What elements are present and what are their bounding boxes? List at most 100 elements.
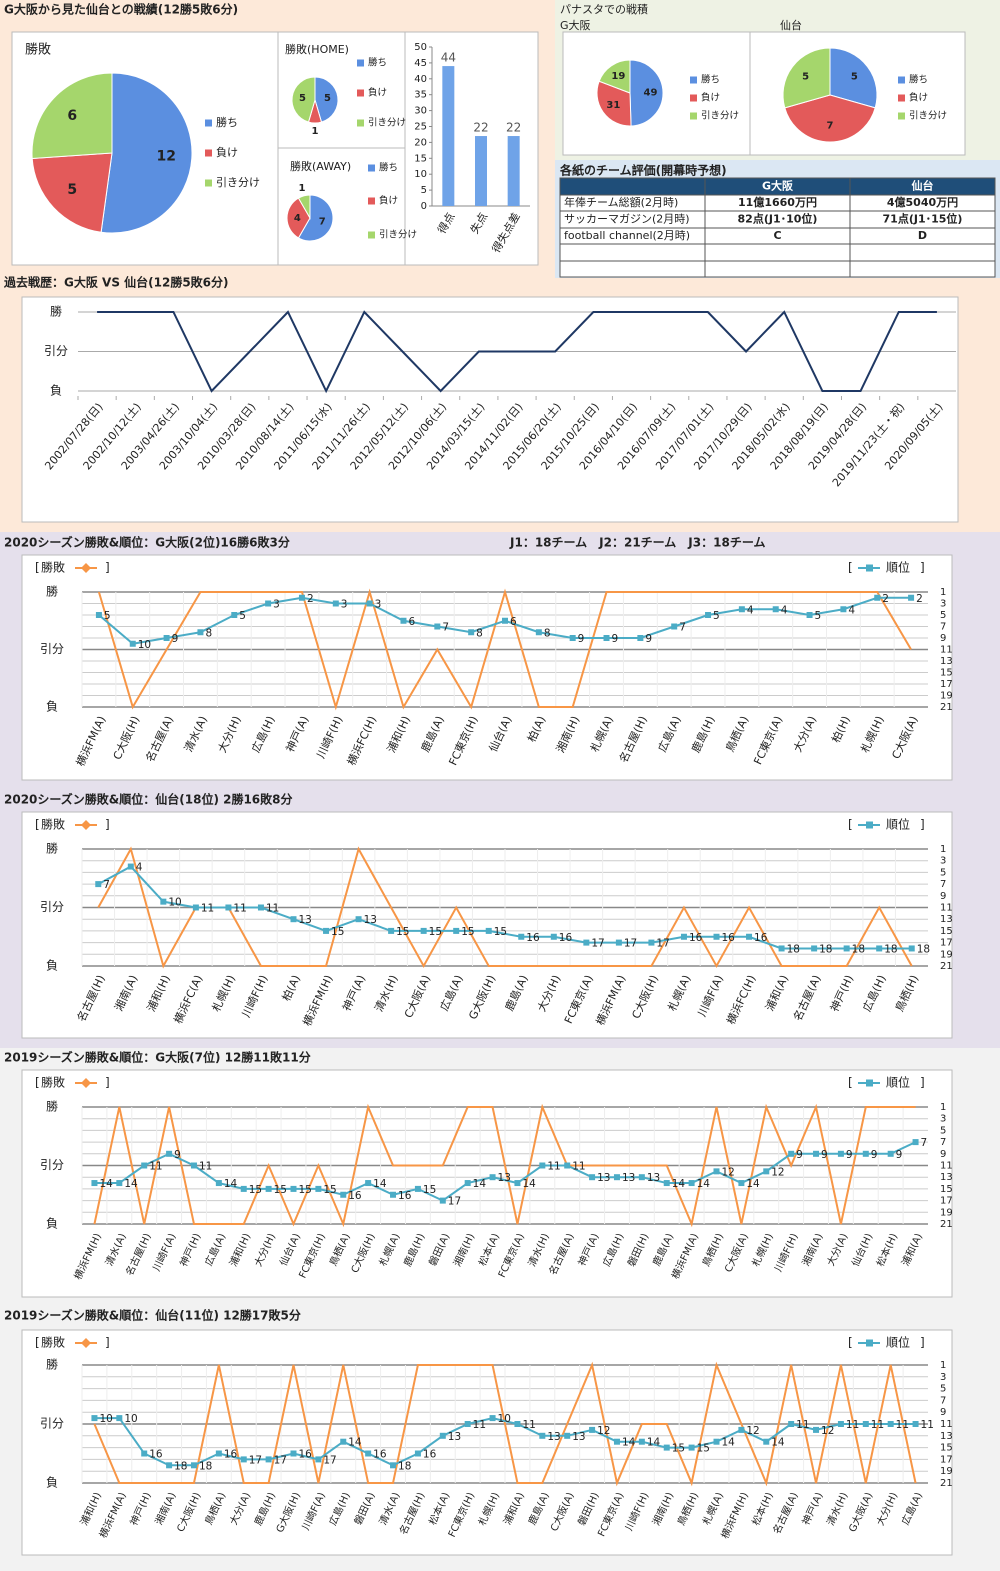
pie-label: 5 <box>299 93 306 104</box>
y2-tick-label: 5 <box>940 867 946 878</box>
y-tick-label: 勝 <box>46 1099 58 1114</box>
legend-label: 勝ち <box>216 115 238 129</box>
rank-label: 9 <box>896 1149 903 1161</box>
pie-label: 1 <box>312 126 319 137</box>
rank-marker <box>603 635 610 641</box>
rank-label: 15 <box>494 926 507 938</box>
rank-label: 13 <box>448 1431 461 1443</box>
legend-bracket: [ <box>35 1076 40 1090</box>
rank-label: 11 <box>473 1419 486 1431</box>
rank-label: 18 <box>174 1460 187 1472</box>
rank-marker <box>231 612 238 618</box>
pie-label: 5 <box>851 72 858 83</box>
rank-label: 9 <box>796 1149 803 1161</box>
rank-label: 11 <box>201 903 214 915</box>
y2-tick-label: 17 <box>940 1196 953 1207</box>
rank-label: 7 <box>679 622 686 634</box>
y2-tick-label: 9 <box>940 1407 946 1418</box>
rank-label: 12 <box>722 1166 735 1178</box>
rank-label: 12 <box>771 1166 784 1178</box>
rank-label: 18 <box>398 1460 411 1472</box>
rank-label: 18 <box>787 943 800 955</box>
legend-swatch <box>368 231 375 239</box>
rank-marker <box>705 612 712 618</box>
rank-marker <box>763 1168 770 1175</box>
rank-marker <box>390 1462 397 1469</box>
legend-label: 負け <box>909 92 928 104</box>
pie-slice <box>286 197 311 239</box>
table-text: 11億1660万円 <box>738 195 817 209</box>
rank-label: 15 <box>697 1443 710 1455</box>
rank-label: 14 <box>224 1178 238 1190</box>
rank-label: 14 <box>672 1178 686 1190</box>
rank-marker <box>225 904 232 911</box>
rank-label: 6 <box>510 616 517 628</box>
y2-tick-label: 19 <box>940 1466 953 1477</box>
rank-marker <box>663 1180 670 1187</box>
chart-title: 2020シーズン勝敗&順位：G大阪(2位)16勝6敗3分 <box>4 535 290 550</box>
rank-marker <box>485 927 492 934</box>
rank-marker <box>564 1432 571 1439</box>
legend-label: 引き分け <box>701 111 739 122</box>
rank-label: 16 <box>299 1449 313 1461</box>
y2-tick-label: 5 <box>940 1384 946 1395</box>
rank-marker <box>365 1180 372 1187</box>
y2-tick-label: 3 <box>940 856 946 867</box>
pie-label: 5 <box>67 182 77 198</box>
legend-swatch <box>898 112 905 120</box>
y2-tick-label: 11 <box>940 903 953 914</box>
rank-label: 10 <box>498 1413 511 1425</box>
bar-label: 22 <box>473 121 488 135</box>
legend-bracket: [ <box>848 818 853 832</box>
pie-label: 7 <box>827 121 834 132</box>
record-title: G大阪から見た仙台との戦績(12勝5敗6分) <box>4 2 238 17</box>
y2-tick-label: 17 <box>940 679 953 690</box>
rank-label: 18 <box>852 943 865 955</box>
y2-tick-label: 13 <box>940 656 953 667</box>
series-line <box>97 865 912 950</box>
rank-label: 7 <box>442 622 449 634</box>
rank-marker <box>908 594 915 601</box>
table-text: C <box>773 229 781 242</box>
pie-title: 勝敗 <box>25 43 51 58</box>
legend-bracket: [ <box>35 1336 40 1350</box>
table-text: football channel(2月時) <box>564 229 690 242</box>
y2-tick-label: 7 <box>940 879 946 890</box>
pie-slice <box>829 47 878 109</box>
table-cell <box>849 260 996 278</box>
rank-marker <box>613 1174 620 1181</box>
rank-label: 16 <box>398 1190 412 1202</box>
rank-marker <box>265 1185 272 1192</box>
rank-label: 15 <box>429 926 442 938</box>
rank-label: 5 <box>713 610 720 622</box>
legend-label: 勝ち <box>701 74 720 86</box>
y2-tick-label: 11 <box>940 1161 953 1172</box>
legend-swatch <box>368 164 375 172</box>
legend-bracket: ] <box>105 561 110 575</box>
legend-marker <box>81 1078 91 1088</box>
rank-label: 11 <box>199 1161 212 1173</box>
rank-label: 11 <box>522 1419 535 1431</box>
rank-marker <box>116 1180 123 1187</box>
rank-label: 4 <box>848 604 855 616</box>
rank-label: 14 <box>647 1437 661 1449</box>
pie-label: 49 <box>643 88 657 99</box>
legend-label: 順位 <box>886 1335 910 1350</box>
rank-marker <box>840 606 847 613</box>
y-tick-label: 負 <box>46 1476 58 1490</box>
y2-tick-label: 9 <box>940 633 946 644</box>
legend-bracket: [ <box>848 561 853 575</box>
rank-marker <box>763 1438 770 1445</box>
legend-swatch <box>898 76 905 84</box>
rank-marker <box>862 1421 869 1427</box>
rank-label: 15 <box>323 1184 336 1196</box>
rank-marker <box>489 1415 496 1422</box>
series-line <box>97 588 912 711</box>
rank-marker <box>166 1150 173 1157</box>
panasta-title: パナスタでの戦積 <box>560 2 648 16</box>
y2-tick-label: 15 <box>940 668 953 679</box>
rank-marker <box>365 1450 372 1457</box>
rank-marker <box>514 1421 521 1427</box>
series-line <box>93 1361 917 1487</box>
rank-label: 16 <box>149 1449 163 1461</box>
